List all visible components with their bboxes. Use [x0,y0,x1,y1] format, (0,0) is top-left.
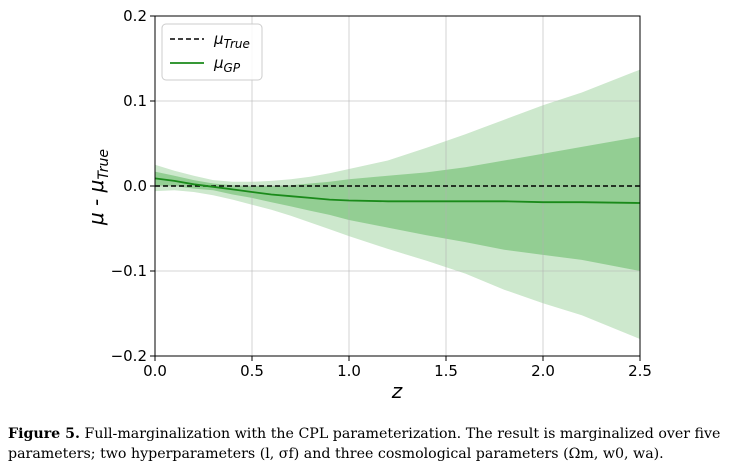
caption-label: Figure 5. [8,426,80,442]
legend-true-label: μTrue [213,30,250,51]
confidence-bands [155,69,640,339]
y-tick-label-2: 0.0 [123,177,147,195]
x-tick-label-2: 1.0 [337,362,361,380]
y-tick-label-1: −0.1 [111,262,147,280]
legend-gp-label: μGP [213,54,241,75]
x-tick-label-5: 2.5 [628,362,652,380]
y-tick-label-4: 0.2 [123,7,147,25]
x-tick-label-3: 1.5 [434,362,458,380]
series-lines [154,177,641,204]
chart: 0.0 0.5 1.0 1.5 2.0 2.5 −0.2 −0.1 0.0 0.1 0.2 z μ … [84,7,652,403]
axis-ticks: 0.0 0.5 1.0 1.5 2.0 2.5 −0.2 −0.1 0.0 0.1 0.2 [111,7,652,380]
x-axis-label: z [391,379,403,403]
band-1sigma [155,136,640,271]
caption-text: Full-marginalization with the CPL parame… [8,426,721,462]
y-axis-label: μ - μTrue [84,149,112,226]
y-tick-label-0: −0.2 [111,347,147,365]
series-gp-line [154,177,641,204]
legend: μTrue μGP [161,23,263,81]
y-tick-label-3: 0.1 [123,92,147,110]
x-tick-label-1: 0.5 [240,362,264,380]
legend-box [161,23,263,81]
x-tick-label-0: 0.0 [143,362,167,380]
figure-caption: Figure 5. Full-marginalization with the … [8,424,740,464]
x-tick-label-4: 2.0 [531,362,555,380]
